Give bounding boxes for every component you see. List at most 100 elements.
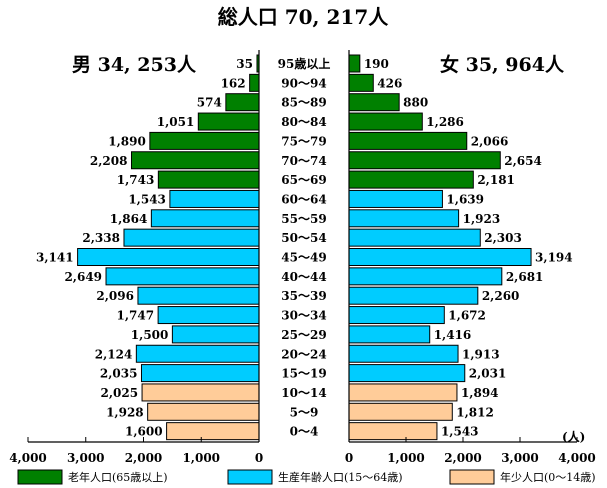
male-bar — [166, 422, 260, 441]
female-bar — [348, 402, 453, 421]
age-group-label: 10～14 — [281, 386, 326, 400]
female-bar — [348, 112, 423, 131]
male-bar — [140, 364, 260, 383]
male-value-label: 1,051 — [157, 115, 195, 129]
male-bar — [123, 228, 260, 247]
female-bar — [348, 189, 443, 208]
male-value-label: 1,747 — [117, 309, 155, 323]
legend-label-young: 年少人口(0～14歳) — [500, 470, 596, 484]
female-bar — [348, 248, 532, 266]
male-bar — [169, 189, 260, 208]
female-tick-label: 3,000 — [501, 451, 539, 465]
female-value-label: 3,194 — [535, 251, 573, 265]
legend-label-work: 生産年齢人口(15～64歳) — [278, 470, 403, 484]
male-value-label: 1,928 — [106, 405, 144, 419]
male-bar — [149, 131, 260, 150]
age-group-label: 0～4 — [290, 425, 319, 439]
male-tick-label: 4,000 — [9, 451, 47, 465]
age-group-label: 15～19 — [281, 367, 326, 381]
female-tick-label: 2,000 — [444, 451, 482, 465]
male-bar — [135, 344, 260, 363]
female-bar — [348, 267, 503, 286]
male-bar — [141, 383, 260, 402]
male-total-label: 男 34, 253人 — [72, 54, 197, 76]
male-tick-label: 1,000 — [182, 451, 220, 465]
male-bar — [197, 112, 260, 131]
male-value-label: 35 — [236, 57, 253, 71]
female-bar — [348, 325, 431, 344]
age-group-label: 5～9 — [290, 405, 319, 419]
age-group-label: 75～79 — [281, 134, 326, 148]
female-value-label: 1,894 — [461, 386, 499, 400]
female-value-label: 1,639 — [446, 192, 484, 206]
female-value-label: 880 — [403, 96, 428, 110]
male-bar — [157, 170, 260, 189]
female-value-label: 2,681 — [506, 270, 544, 284]
axes: 4,000 3,000 2,000 1,000 0 0 1,000 2,000 3,000 4,0… — [9, 50, 596, 465]
male-bar — [249, 73, 260, 92]
age-group-label: 45～49 — [281, 251, 326, 265]
age-group-label: 70～74 — [281, 154, 326, 168]
female-value-label: 2,303 — [484, 231, 522, 245]
female-value-label: 1,543 — [441, 425, 479, 439]
pyramid-bars: 95歳以上 35 190 90～94 162 426 85～89 574 880 80～84 1,0… — [36, 54, 573, 441]
male-value-label: 574 — [197, 96, 222, 110]
female-value-label: 1,923 — [463, 212, 501, 226]
legend-swatch-work — [227, 469, 273, 485]
age-group-label: 95歳以上 — [278, 56, 331, 71]
male-bar — [130, 151, 260, 170]
male-value-label: 1,543 — [128, 192, 166, 206]
female-bar — [348, 73, 374, 92]
female-bar — [348, 422, 438, 441]
female-bar — [348, 131, 468, 150]
female-bar — [348, 383, 458, 402]
male-value-label: 2,096 — [96, 289, 134, 303]
unit-label: (人) — [562, 429, 585, 444]
female-value-label: 426 — [377, 76, 402, 90]
female-value-label: 1,416 — [434, 328, 472, 342]
male-value-label: 3,141 — [36, 251, 74, 265]
male-bar — [157, 306, 260, 325]
legend-swatch-old — [17, 469, 63, 485]
male-value-label: 1,600 — [125, 425, 163, 439]
female-tick-label: 4,000 — [558, 451, 596, 465]
female-bar — [348, 54, 361, 73]
legend-label-old: 老年人口(65歳以上) — [68, 470, 168, 484]
female-bar — [348, 93, 400, 112]
male-value-label: 2,035 — [100, 367, 138, 381]
male-bar — [225, 93, 260, 112]
male-value-label: 2,208 — [90, 154, 128, 168]
legend: 老年人口(65歳以上) 生産年齢人口(15～64歳) 年少人口(0～14歳) — [17, 469, 596, 485]
male-tick-label: 2,000 — [125, 451, 163, 465]
male-bar — [171, 325, 260, 344]
male-bar — [105, 267, 260, 286]
female-value-label: 2,066 — [471, 134, 509, 148]
male-tick-label: 3,000 — [67, 451, 105, 465]
age-group-label: 30～34 — [281, 309, 326, 323]
male-tick-label: 0 — [255, 451, 263, 465]
male-bar — [77, 248, 260, 266]
female-bar — [348, 286, 479, 305]
male-value-label: 2,338 — [82, 231, 120, 245]
male-bar — [137, 286, 260, 305]
female-bar — [348, 228, 481, 247]
female-bar — [348, 151, 501, 170]
male-value-label: 1,743 — [117, 173, 155, 187]
male-bar — [150, 209, 260, 228]
female-value-label: 2,181 — [477, 173, 515, 187]
chart-title: 総人口 70, 217人 — [218, 5, 389, 29]
male-value-label: 162 — [221, 76, 246, 90]
male-value-label: 1,500 — [131, 328, 169, 342]
male-value-label: 1,864 — [110, 212, 148, 226]
age-group-label: 80～84 — [281, 115, 326, 129]
age-group-label: 55～59 — [281, 212, 326, 226]
female-bar — [348, 306, 445, 325]
female-bar — [348, 209, 460, 228]
female-value-label: 1,286 — [426, 115, 464, 129]
female-total-label: 女 35, 964人 — [440, 53, 565, 76]
age-group-label: 65～69 — [281, 173, 326, 187]
female-value-label: 1,913 — [462, 347, 500, 361]
female-tick-label: 1,000 — [387, 451, 425, 465]
female-value-label: 1,672 — [448, 309, 486, 323]
